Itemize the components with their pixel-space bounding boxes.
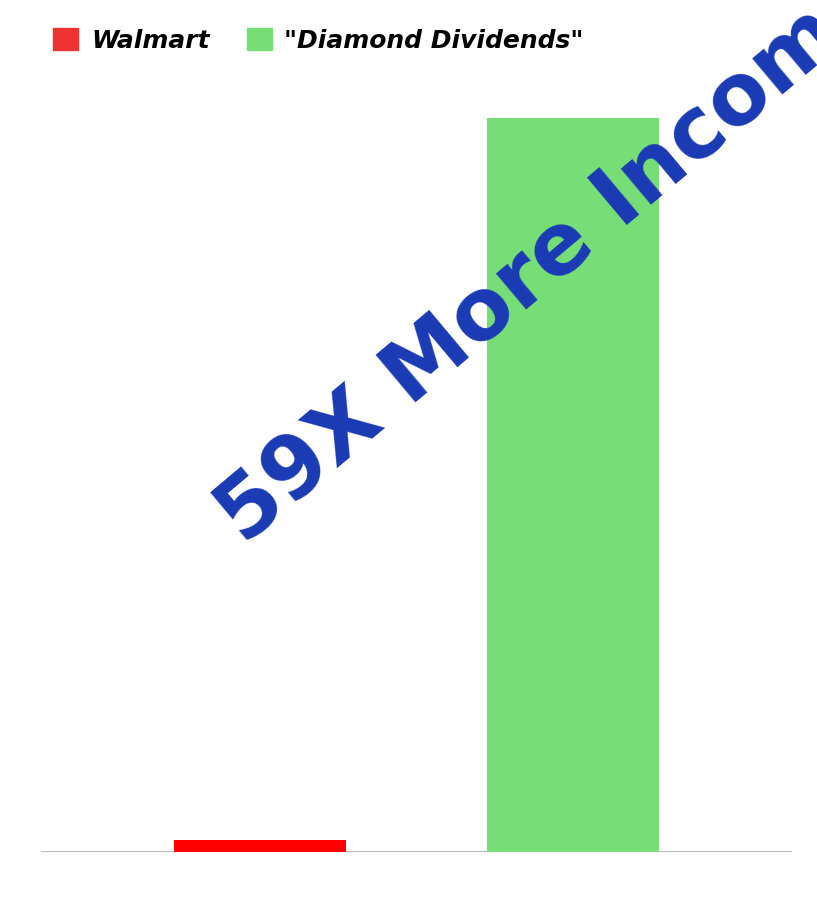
- Legend: Walmart, "Diamond Dividends": Walmart, "Diamond Dividends": [53, 28, 584, 53]
- Bar: [487, 118, 659, 852]
- Text: 59X More Income: 59X More Income: [202, 0, 817, 560]
- Bar: [174, 840, 346, 852]
